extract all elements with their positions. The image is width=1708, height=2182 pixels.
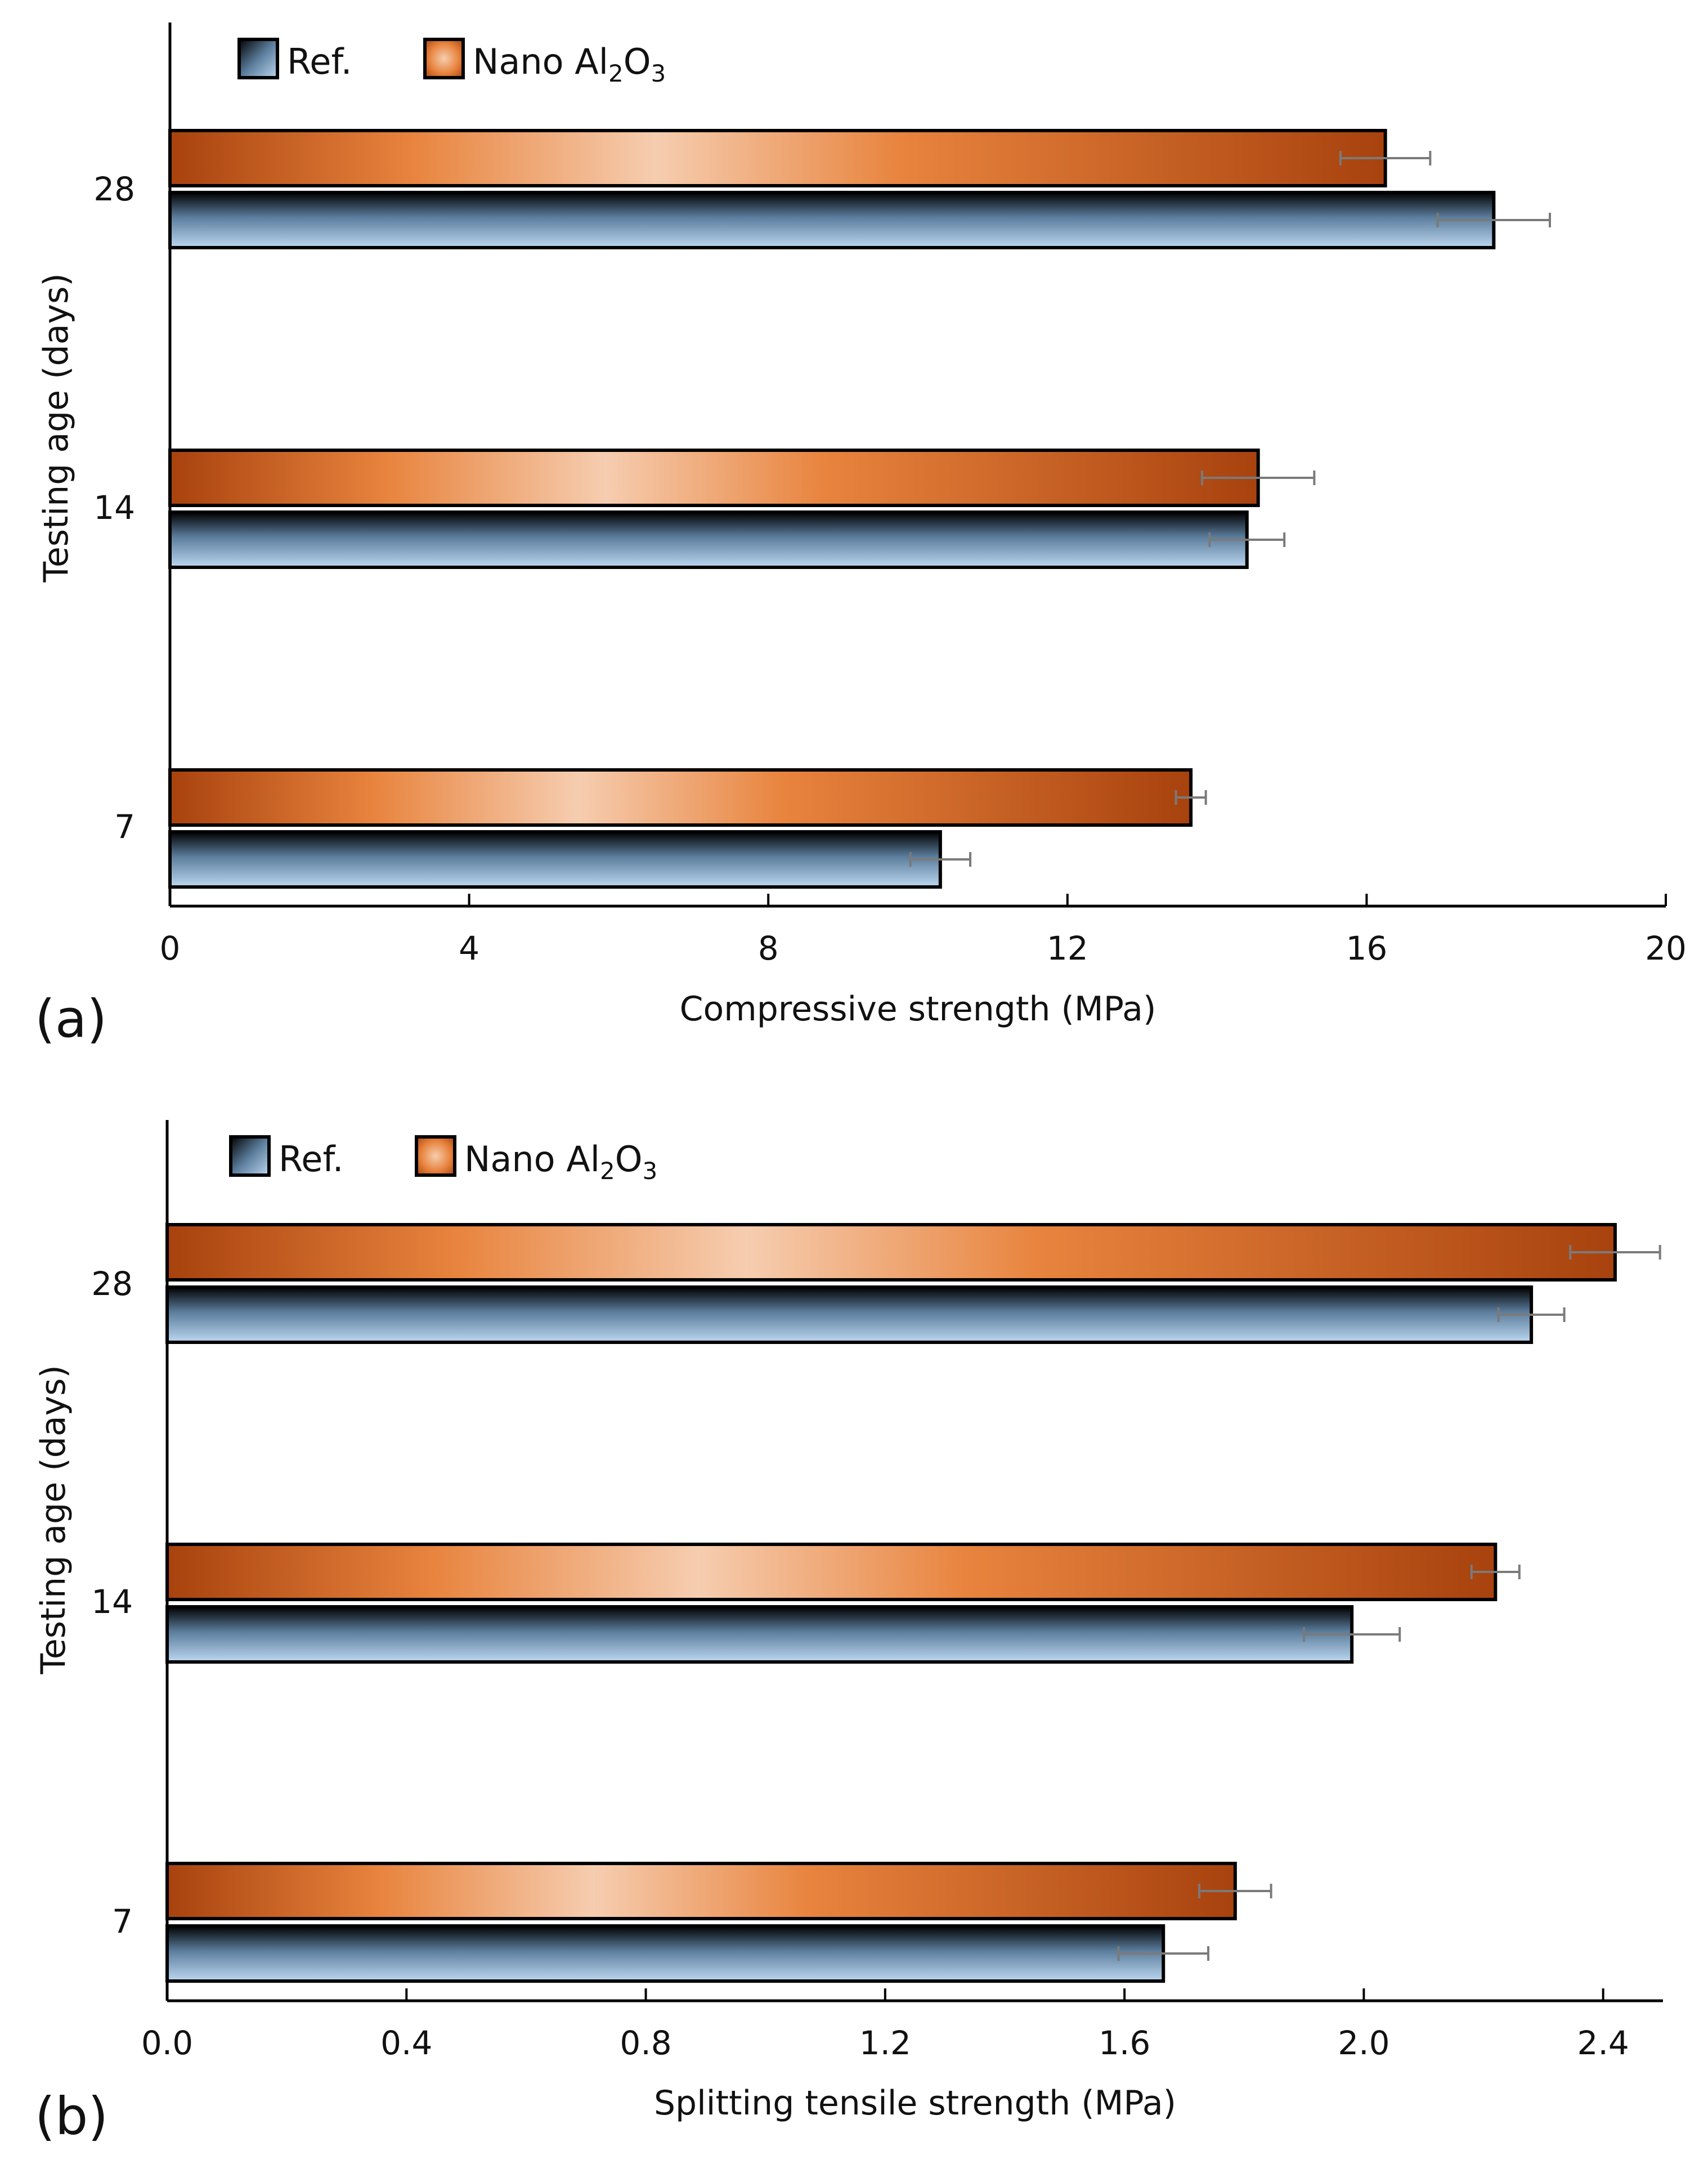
legend-label-nano: Nano Al2O3 — [473, 41, 666, 87]
legend-label-nano-sub1: 2 — [608, 60, 624, 87]
error-bar-nano-14 — [1470, 1565, 1521, 1579]
legend-label-nano-base: Nano Al — [473, 41, 608, 82]
legend-label-ref: Ref. — [287, 41, 352, 82]
x-tick-label: 0.8 — [620, 2024, 671, 2062]
error-bar-nano-14 — [1201, 471, 1316, 485]
legend-label-nano-base: Nano Al — [464, 1139, 600, 1180]
legend-label-nano-sub2: 3 — [651, 60, 666, 87]
bar-ref-7 — [165, 1924, 1165, 1983]
bar-nano-28 — [165, 1223, 1617, 1282]
error-bar-ref-7 — [1117, 1946, 1209, 1961]
error-bar-ref-28 — [1497, 1307, 1566, 1322]
error-bar-nano-7 — [1174, 790, 1207, 805]
bar-ref-28 — [168, 191, 1496, 249]
x-tick-label: 8 — [758, 929, 779, 967]
error-bar-nano-7 — [1198, 1884, 1272, 1898]
bar-nano-7 — [165, 1862, 1237, 1920]
x-tick-label: 12 — [1047, 929, 1088, 967]
legend-swatch-nano — [415, 1135, 456, 1177]
legend-label-nano-sub2: 3 — [643, 1157, 658, 1185]
y-tick-label-14: 14 — [91, 1583, 133, 1621]
x-tick-label: 2.4 — [1577, 2024, 1629, 2062]
bar-ref-7 — [168, 830, 942, 889]
legend-swatch-nano — [423, 38, 465, 79]
chart-panel-b: Ref. Nano Al2O3 0.0 0.4 0.8 1.2 1.6 2.0 … — [34, 1120, 1663, 2147]
legend-label-nano-sub1: 2 — [600, 1157, 615, 1185]
legend: Ref. Nano Al2O3 — [237, 38, 666, 87]
x-tick-label: 20 — [1645, 929, 1687, 967]
error-bar-ref-14 — [1303, 1627, 1401, 1642]
bar-nano-28 — [168, 129, 1387, 187]
bar-nano-14 — [165, 1543, 1498, 1601]
error-bar-nano-28 — [1339, 151, 1432, 165]
error-bar-ref-28 — [1436, 213, 1551, 227]
x-tick-label: 0.0 — [141, 2024, 193, 2062]
error-bar-nano-28 — [1569, 1245, 1661, 1260]
y-axis-title: Testing age (days) — [37, 273, 76, 583]
legend-swatch-ref — [237, 38, 279, 79]
y-axis-title: Testing age (days) — [34, 1365, 73, 1674]
y-tick-label-7: 7 — [114, 808, 135, 846]
y-tick-label-7: 7 — [112, 1902, 133, 1941]
bar-nano-7 — [168, 768, 1193, 827]
error-bar-ref-14 — [1208, 532, 1286, 547]
x-tick-label: 0 — [160, 929, 181, 967]
x-tick-label: 1.6 — [1099, 2024, 1150, 2062]
bar-ref-14 — [168, 510, 1249, 569]
legend-swatch-ref — [229, 1135, 271, 1177]
x-tick-label: 2.0 — [1338, 2024, 1389, 2062]
legend-label-nano: Nano Al2O3 — [464, 1139, 657, 1185]
x-tick-label: 0.4 — [380, 2024, 432, 2062]
error-bar-ref-7 — [909, 852, 972, 867]
x-tick-label: 4 — [459, 929, 479, 967]
x-axis-title: Splitting tensile strength (MPa) — [654, 2084, 1176, 2123]
legend-label-nano-mid: O — [615, 1139, 643, 1180]
x-tick-label: 16 — [1346, 929, 1387, 967]
chart-panel-a: Ref. Nano Al2O3 0 4 8 12 16 20 — [35, 23, 1687, 1049]
legend-label-nano-mid: O — [624, 41, 651, 82]
bar-ref-14 — [165, 1605, 1354, 1664]
legend-label-ref: Ref. — [279, 1139, 343, 1180]
y-tick-label-28: 28 — [93, 170, 135, 208]
x-axis-title: Compressive strength (MPa) — [680, 989, 1156, 1029]
x-tick-label: 1.2 — [859, 2024, 911, 2062]
y-tick-label-14: 14 — [93, 489, 135, 527]
y-tick-label-28: 28 — [91, 1265, 133, 1303]
legend: Ref. Nano Al2O3 — [229, 1135, 657, 1185]
panel-label-b: (b) — [35, 2086, 108, 2147]
bar-nano-14 — [168, 449, 1260, 507]
bar-ref-28 — [165, 1285, 1534, 1344]
panel-label-a: (a) — [35, 989, 107, 1049]
